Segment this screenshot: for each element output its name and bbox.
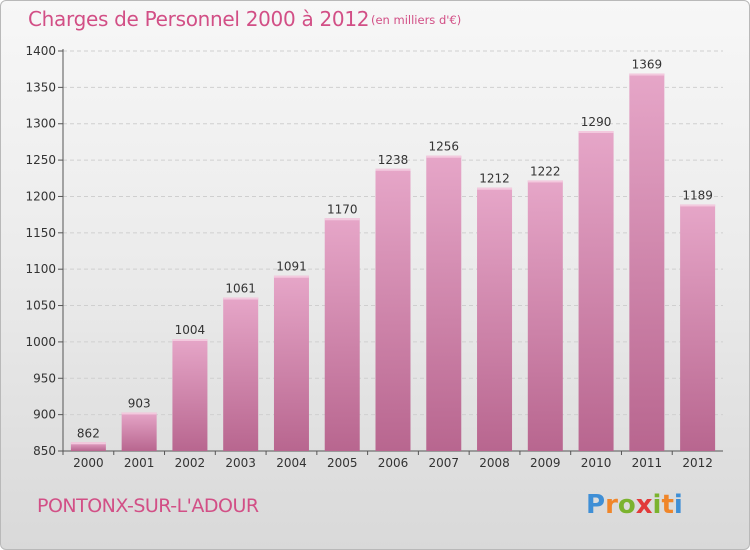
y-tick-label: 1000 <box>25 335 56 349</box>
y-tick-label: 850 <box>33 444 56 458</box>
bar <box>375 168 411 451</box>
bar-top-edge <box>121 412 157 415</box>
logo-letter: x <box>635 490 653 520</box>
bar-top-edge <box>578 131 614 133</box>
bar-top-edge <box>680 204 716 207</box>
proxiti-logo: Proxiti <box>586 490 683 520</box>
bar-top-edge <box>223 297 259 300</box>
y-tick-label: 900 <box>33 408 56 422</box>
bar-top-edge <box>375 168 411 171</box>
x-tick-label: 2011 <box>632 456 663 470</box>
bar <box>324 218 360 451</box>
bar <box>527 180 563 452</box>
y-tick-label: 1050 <box>25 299 56 313</box>
bar-top-edge <box>324 218 360 221</box>
bar <box>121 412 157 451</box>
bar-top-edge <box>477 187 513 190</box>
bar <box>273 275 309 451</box>
data-label: 1256 <box>428 140 459 154</box>
bar <box>172 339 208 451</box>
bar <box>223 297 259 451</box>
data-label: 1212 <box>479 172 510 186</box>
x-tick-label: 2004 <box>276 456 307 470</box>
x-tick-label: 2010 <box>581 456 612 470</box>
bar <box>70 442 106 451</box>
data-label: 1091 <box>276 260 307 274</box>
y-tick-label: 1200 <box>25 189 56 203</box>
bar-top-edge <box>527 180 563 183</box>
data-label: 1004 <box>175 323 206 337</box>
y-tick-label: 1350 <box>25 80 56 94</box>
logo-letter: i <box>673 490 683 520</box>
x-tick-label: 2007 <box>428 456 459 470</box>
logo-letter: t <box>661 490 674 520</box>
bar <box>578 131 614 451</box>
x-tick-label: 2012 <box>682 456 713 470</box>
bar-top-edge <box>172 339 208 341</box>
commune-name: PONTONX-SUR-L'ADOUR <box>37 495 259 517</box>
logo-letter: P <box>586 490 606 520</box>
x-tick-label: 2009 <box>530 456 561 470</box>
y-tick-label: 950 <box>33 371 56 385</box>
bar-top-edge <box>273 275 309 278</box>
x-tick-label: 2008 <box>479 456 510 470</box>
y-tick-label: 1150 <box>25 226 56 240</box>
y-tick-label: 1300 <box>25 117 56 131</box>
bar <box>477 187 513 451</box>
chart-subtitle: (en milliers d'€) <box>371 13 462 27</box>
chart-title: Charges de Personnel 2000 à 2012 <box>28 7 370 31</box>
data-label: 1290 <box>581 115 612 129</box>
data-label: 903 <box>128 396 151 410</box>
y-tick-label: 1250 <box>25 153 56 167</box>
data-label: 1061 <box>225 282 256 296</box>
data-label: 1238 <box>378 153 409 167</box>
bar <box>629 73 665 451</box>
x-tick-label: 2001 <box>124 456 155 470</box>
x-tick-label: 2006 <box>378 456 409 470</box>
bar-top-edge <box>70 442 106 445</box>
data-label: 1189 <box>682 188 713 202</box>
bar-top-edge <box>426 155 462 158</box>
y-tick-label: 1100 <box>25 262 56 276</box>
logo-letter: i <box>652 490 662 520</box>
bar <box>680 204 716 451</box>
x-tick-label: 2000 <box>73 456 104 470</box>
data-label: 1222 <box>530 164 561 178</box>
y-tick-label: 1400 <box>25 44 56 58</box>
bar <box>426 155 462 451</box>
data-label: 862 <box>77 426 100 440</box>
x-tick-label: 2003 <box>225 456 256 470</box>
bar-top-edge <box>629 73 665 76</box>
logo-letter: r <box>605 490 618 520</box>
data-label: 1170 <box>327 202 358 216</box>
x-tick-label: 2002 <box>175 456 206 470</box>
data-label: 1369 <box>632 58 663 72</box>
logo-letter: o <box>617 490 636 520</box>
x-tick-label: 2005 <box>327 456 358 470</box>
